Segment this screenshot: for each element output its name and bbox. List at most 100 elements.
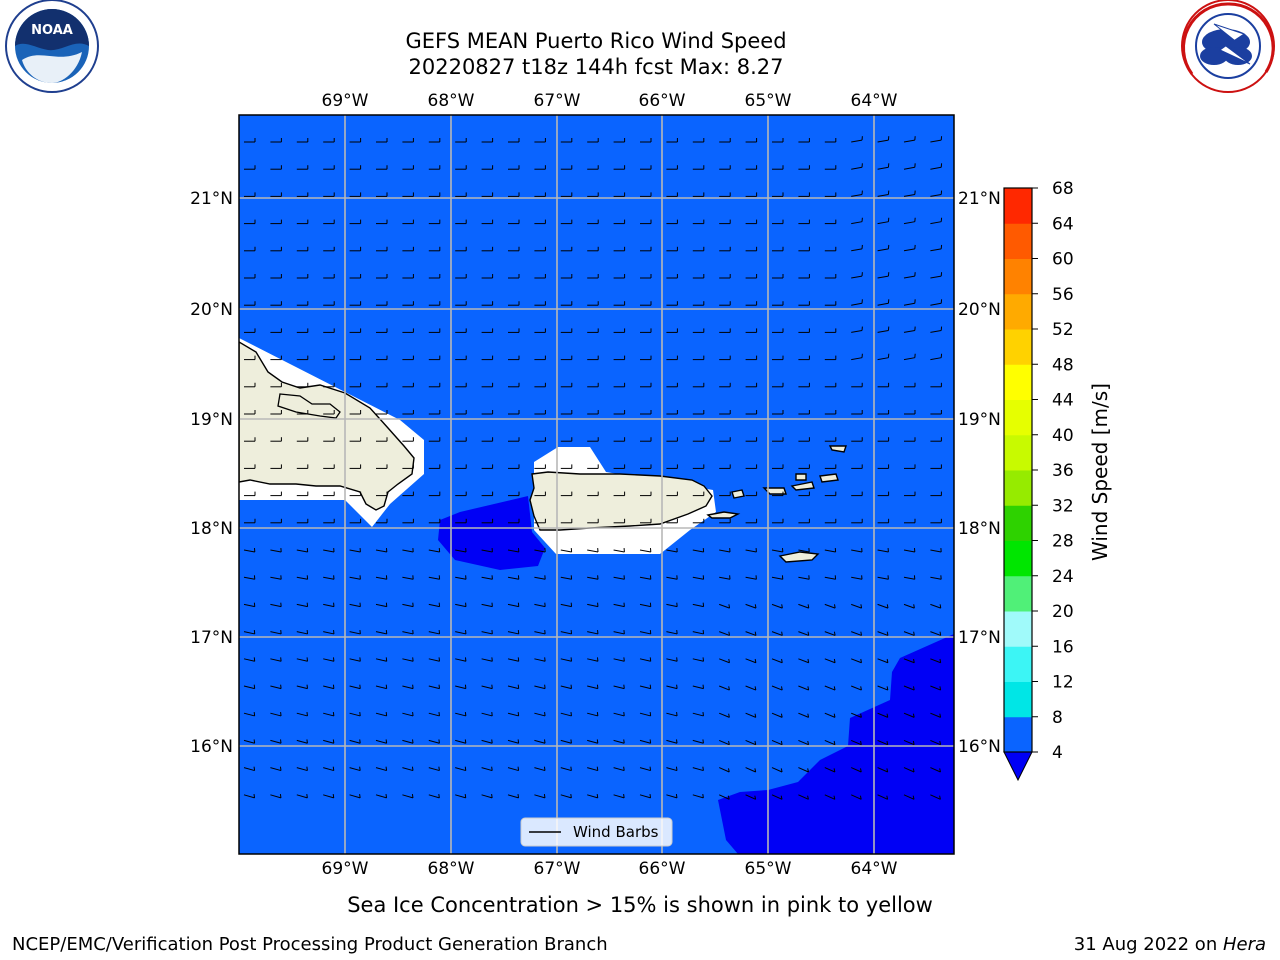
wind-barb: [640, 518, 652, 524]
wind-barb: [349, 602, 361, 608]
wind-barb: [692, 382, 705, 388]
wind-barb: [851, 217, 863, 225]
wind-barb: [243, 766, 256, 772]
colorbar-tick-label: 32: [1052, 496, 1074, 516]
wind-barb: [719, 491, 731, 497]
wind-barb: [481, 192, 494, 197]
wind-barb: [877, 382, 890, 388]
colorbar-tick-label: 20: [1052, 602, 1074, 622]
wind-barb: [376, 355, 388, 361]
wind-barb: [560, 739, 572, 744]
wind-barb: [771, 631, 783, 636]
wind-barb: [719, 547, 731, 553]
wind-barb: [640, 246, 652, 252]
wind-barb: [824, 685, 836, 691]
wind-barb: [455, 547, 467, 553]
wind-barb: [798, 491, 810, 497]
wind-barb: [508, 138, 520, 143]
lat-tick-label: 17°N: [958, 628, 1001, 648]
wind-barb: [375, 602, 388, 608]
wind-barb: [481, 464, 494, 469]
wind-barb: [666, 547, 678, 553]
wind-barb: [719, 301, 731, 306]
wind-barb: [877, 491, 890, 497]
wind-barb: [402, 165, 414, 170]
wind-barb: [851, 464, 863, 469]
wind-barb: [719, 739, 730, 746]
wind-barb: [772, 165, 784, 170]
wind-barb: [587, 382, 599, 388]
wind-barb: [798, 547, 810, 553]
wind-barb: [930, 631, 942, 636]
wind-barb: [270, 301, 282, 306]
wind-barb: [323, 274, 335, 279]
wind-barb: [270, 410, 282, 415]
wind-barb: [243, 547, 256, 553]
wind-barb: [692, 766, 704, 772]
wind-barb: [508, 274, 520, 279]
wind-barb: [560, 192, 573, 197]
wind-barb: [771, 685, 783, 691]
wind-barb: [534, 219, 546, 225]
wind-barb: [719, 712, 730, 718]
wind-barb: [481, 711, 493, 717]
wind-barb: [534, 410, 546, 415]
wind-barb: [270, 437, 282, 442]
wind-barb: [349, 629, 361, 635]
wind-barb: [930, 353, 943, 361]
wind-barb: [719, 437, 731, 442]
colorbar-segment: [1004, 611, 1032, 647]
wind-barb: [640, 192, 652, 197]
wind-barb: [692, 518, 705, 524]
wind-barb: [666, 382, 678, 388]
wind-barb: [534, 793, 546, 799]
wind-barb: [745, 138, 758, 143]
wind-barb: [296, 518, 309, 524]
wind-barb: [455, 711, 467, 717]
wind-barb: [349, 138, 362, 143]
wind-barb: [428, 382, 441, 388]
wind-barb: [428, 246, 441, 252]
wind-barb: [851, 353, 863, 361]
wind-barb: [851, 575, 863, 580]
wind-barb: [851, 547, 863, 553]
wind-barb: [824, 603, 836, 609]
lon-tick-label: 65°W: [745, 859, 792, 879]
wind-barb: [481, 602, 493, 608]
wind-barb: [455, 739, 467, 744]
lon-tick-label: 65°W: [745, 91, 792, 111]
wind-barb: [745, 274, 758, 279]
wind-barb: [376, 274, 388, 279]
wind-barb: [402, 518, 414, 524]
wind-barb: [455, 464, 467, 469]
wind-barb: [640, 464, 652, 469]
wind-barb: [587, 684, 599, 690]
wind-barb: [560, 657, 573, 662]
wind-barb: [877, 163, 890, 170]
wind-barb: [692, 602, 705, 608]
wind-barb: [323, 301, 335, 306]
wind-barb: [587, 219, 599, 225]
wind-barb: [296, 246, 309, 252]
wind-barb: [587, 138, 599, 143]
wind-barb: [375, 711, 388, 717]
lon-tick-label: 66°W: [639, 91, 686, 111]
wind-barb: [666, 246, 678, 252]
wind-barb: [560, 138, 573, 143]
wind-barb: [719, 603, 731, 609]
wind-barb: [560, 219, 573, 225]
wind-barb: [666, 437, 678, 442]
chart-title: GEFS MEAN Puerto Rico Wind Speed: [405, 29, 786, 53]
colorbar-segment: [1004, 646, 1032, 682]
lon-tick-label: 67°W: [534, 91, 581, 111]
wind-barb: [428, 739, 440, 744]
wind-barb: [296, 328, 309, 333]
wind-barb: [666, 766, 678, 772]
wind-barb: [877, 464, 890, 469]
wind-barb: [349, 547, 361, 553]
wind-barb: [455, 246, 467, 252]
wind-barb: [270, 274, 282, 279]
wind-barb: [745, 491, 758, 497]
wind-barb: [349, 165, 362, 170]
wind-barb: [587, 410, 599, 415]
